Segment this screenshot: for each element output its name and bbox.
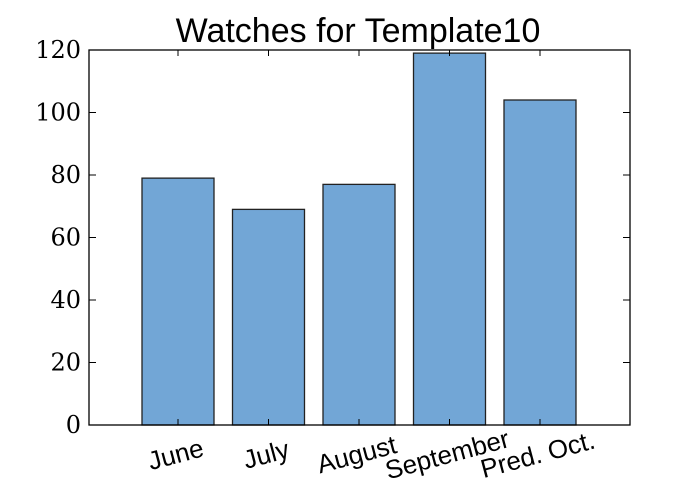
y-tick-label: 0 (66, 411, 81, 439)
plot-frame (88, 49, 631, 426)
y-tick-label: 20 (50, 349, 81, 377)
bar-pred-oct (503, 99, 577, 426)
y-tick-label: 60 (50, 224, 81, 252)
chart-title: Watches for Template10 (176, 12, 541, 50)
bar-september (412, 52, 487, 426)
bars-group (141, 52, 577, 426)
y-axis: 0 20 40 60 80 100 120 (35, 36, 630, 439)
y-tick-label: 100 (35, 99, 81, 127)
x-tick-label: July (240, 434, 292, 475)
y-tick-label: 120 (35, 36, 81, 64)
bar-august (322, 183, 396, 426)
bar-july (231, 208, 306, 426)
x-tick-label: June (145, 433, 207, 477)
y-tick-label: 40 (50, 286, 81, 314)
bar-june (141, 177, 215, 426)
y-tick-label: 80 (50, 161, 81, 189)
